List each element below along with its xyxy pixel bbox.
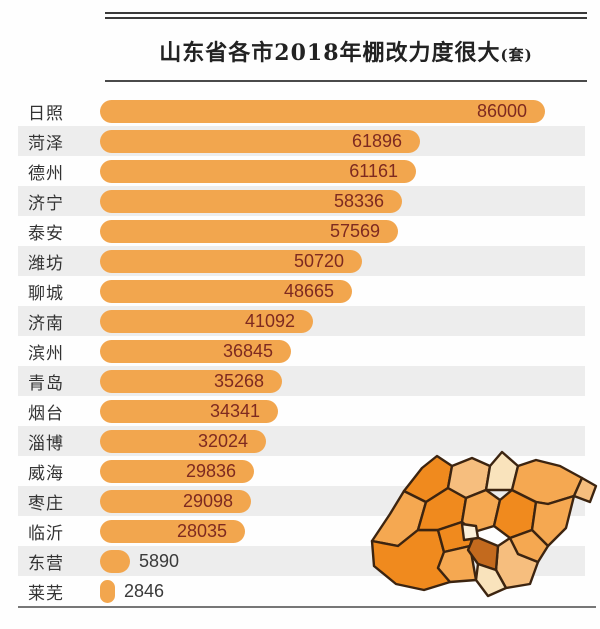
table-row: 济宁 58336 — [18, 186, 585, 216]
bar-track: 28035 — [100, 519, 585, 543]
bar: 50720 — [100, 249, 362, 273]
bar-track: 36845 — [100, 339, 585, 363]
bar: 58336 — [100, 189, 402, 213]
chart-title-text: 山东省各市2018年棚改力度很大 — [159, 40, 501, 66]
table-row: 潍坊 50720 — [18, 246, 585, 276]
value-label: 32024 — [197, 430, 248, 451]
value-label: 5890 — [139, 550, 180, 571]
value-label: 34341 — [209, 400, 260, 421]
page-title: 山东省各市2018年棚改力度很大(套) — [105, 19, 587, 80]
single-rule — [105, 80, 587, 82]
bar-rows: 日照 86000 菏泽 61896 德州 61161 济宁 58336 泰安 57569 潍坊 507… — [0, 96, 600, 606]
value-label: 28035 — [176, 520, 227, 541]
city-label: 菏泽 — [28, 133, 64, 153]
table-row: 德州 61161 — [18, 156, 585, 186]
bar: 36845 — [100, 339, 291, 363]
bar-track: 29098 — [100, 489, 585, 513]
city-label: 潍坊 — [28, 253, 64, 273]
city-label: 滨州 — [28, 343, 64, 363]
table-row: 滨州 36845 — [18, 336, 585, 366]
bar: 41092 — [100, 309, 313, 333]
city-label: 烟台 — [28, 403, 64, 423]
table-row: 莱芜 2846 — [18, 576, 585, 606]
bar: 34341 — [100, 399, 278, 423]
city-label: 枣庄 — [28, 493, 64, 513]
city-label: 日照 — [28, 103, 64, 123]
value-label: 57569 — [329, 220, 380, 241]
bar: 48665 — [100, 279, 352, 303]
value-label: 41092 — [244, 310, 295, 331]
bar: 61161 — [100, 159, 416, 183]
bar-track: 61161 — [100, 159, 585, 183]
value-label: 36845 — [222, 340, 273, 361]
bar-track: 57569 — [100, 219, 585, 243]
shandong-map — [370, 450, 598, 598]
table-row: 日照 86000 — [18, 96, 585, 126]
bar-track: 32024 — [100, 429, 585, 453]
bar-track: 5890 — [100, 549, 585, 573]
bar-track: 29836 — [100, 459, 585, 483]
city-label: 济南 — [28, 313, 64, 333]
bar: 29836 — [100, 459, 254, 483]
bar — [100, 549, 130, 573]
value-label: 29098 — [182, 490, 233, 511]
bar-track: 41092 — [100, 309, 585, 333]
bottom-rule — [18, 606, 596, 608]
city-label: 聊城 — [28, 283, 64, 303]
table-row: 威海 29836 — [18, 456, 585, 486]
map-region — [460, 522, 480, 542]
table-row: 临沂 28035 — [18, 516, 585, 546]
city-label: 济宁 — [28, 193, 64, 213]
chart-title-unit: (套) — [500, 46, 533, 64]
value-label: 61896 — [351, 130, 402, 151]
bar-track: 35268 — [100, 369, 585, 393]
city-label: 青岛 — [28, 373, 64, 393]
map-region — [572, 476, 598, 504]
bar-track: 58336 — [100, 189, 585, 213]
chart-header: 山东省各市2018年棚改力度很大(套) — [105, 12, 587, 82]
bar: 86000 — [100, 99, 545, 123]
city-label: 淄博 — [28, 433, 64, 453]
city-label: 临沂 — [28, 523, 64, 543]
bar-track: 34341 — [100, 399, 585, 423]
value-label: 35268 — [213, 370, 264, 391]
table-row: 聊城 48665 — [18, 276, 585, 306]
bar — [100, 579, 115, 603]
bar-track: 2846 — [100, 579, 585, 603]
bar: 29098 — [100, 489, 251, 513]
value-label: 50720 — [293, 250, 344, 271]
table-row: 青岛 35268 — [18, 366, 585, 396]
bar: 57569 — [100, 219, 398, 243]
value-label: 29836 — [185, 460, 236, 481]
bar: 32024 — [100, 429, 266, 453]
table-row: 烟台 34341 — [18, 396, 585, 426]
value-label: 2846 — [124, 580, 165, 601]
city-label: 泰安 — [28, 223, 64, 243]
city-label: 威海 — [28, 463, 64, 483]
map-region — [474, 562, 508, 598]
city-label: 东营 — [28, 553, 64, 573]
value-label: 86000 — [476, 100, 527, 121]
table-row: 泰安 57569 — [18, 216, 585, 246]
city-label: 德州 — [28, 163, 64, 183]
value-label: 48665 — [283, 280, 334, 301]
map-region — [436, 544, 478, 584]
bar-track: 86000 — [100, 99, 585, 123]
table-row: 淄博 32024 — [18, 426, 585, 456]
bar-track: 50720 — [100, 249, 585, 273]
table-row: 菏泽 61896 — [18, 126, 585, 156]
value-label: 58336 — [333, 190, 384, 211]
bar: 61896 — [100, 129, 420, 153]
bar: 28035 — [100, 519, 245, 543]
bar-track: 48665 — [100, 279, 585, 303]
double-rule — [105, 12, 587, 19]
value-label: 61161 — [349, 160, 398, 181]
map-region — [508, 528, 550, 564]
table-row: 济南 41092 — [18, 306, 585, 336]
bar-track: 61896 — [100, 129, 585, 153]
city-label: 莱芜 — [28, 583, 64, 603]
bar: 35268 — [100, 369, 282, 393]
